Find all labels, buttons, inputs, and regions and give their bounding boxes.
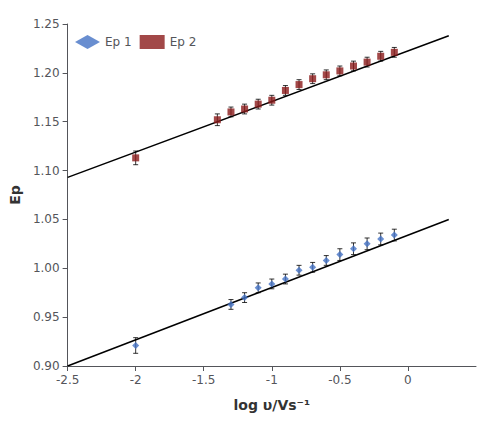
svg-text:-1: -1	[266, 373, 278, 387]
svg-text:Ep 1: Ep 1	[105, 35, 132, 49]
svg-text:0: 0	[404, 373, 412, 387]
svg-text:1.15: 1.15	[33, 115, 60, 129]
svg-text:-0.5: -0.5	[328, 373, 351, 387]
svg-text:log υ/Vs⁻¹: log υ/Vs⁻¹	[234, 397, 311, 413]
svg-text:0.90: 0.90	[33, 359, 60, 373]
svg-text:1.25: 1.25	[33, 17, 60, 31]
svg-text:Ep 2: Ep 2	[170, 35, 197, 49]
svg-text:0.95: 0.95	[33, 310, 60, 324]
svg-text:-2.5: -2.5	[56, 373, 79, 387]
svg-text:-1.5: -1.5	[192, 373, 215, 387]
svg-text:1.20: 1.20	[33, 66, 60, 80]
svg-text:1.00: 1.00	[33, 261, 60, 275]
svg-text:1.05: 1.05	[33, 212, 60, 226]
svg-text:Ep: Ep	[7, 185, 23, 205]
svg-text:1.10: 1.10	[33, 164, 60, 178]
svg-text:-2: -2	[130, 373, 142, 387]
